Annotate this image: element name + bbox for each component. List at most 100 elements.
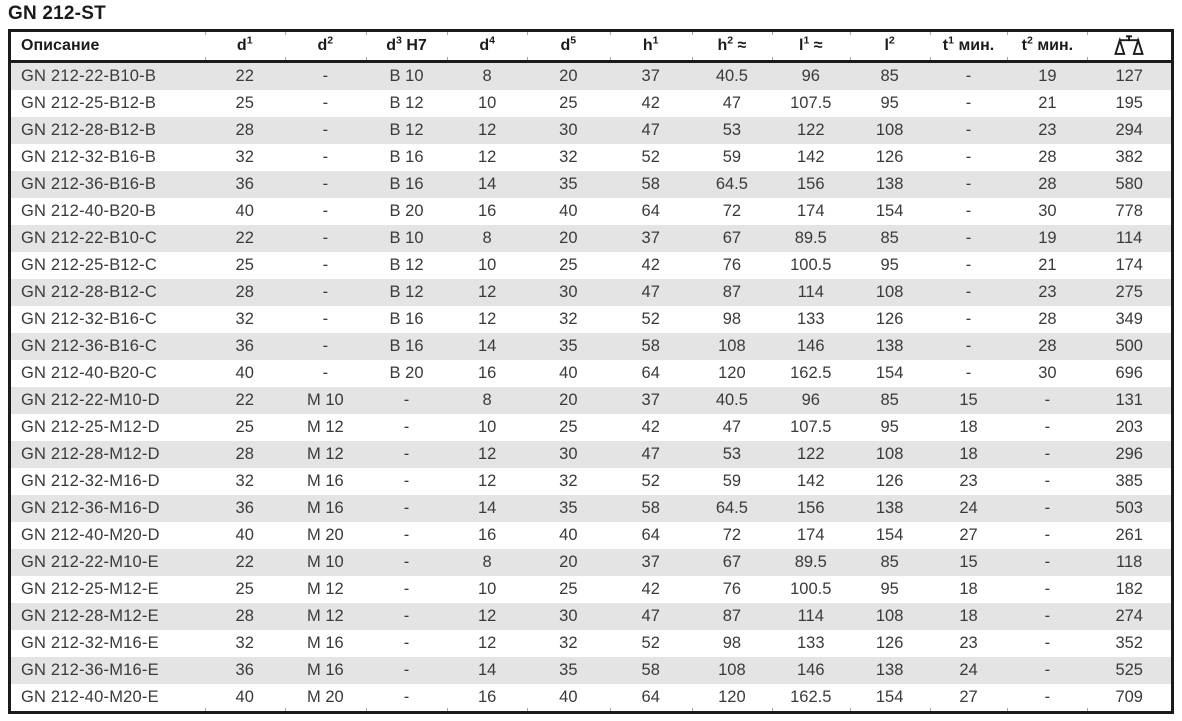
cell-h2: 67 (722, 553, 742, 571)
cell-d2: - (322, 67, 329, 85)
cell-t2: - (1044, 661, 1051, 679)
cell-t1: - (965, 229, 972, 247)
cell-l1: 114 (797, 607, 824, 625)
cell-h1: 64 (609, 684, 692, 711)
cell-description: GN 212-25-B12-B (21, 94, 157, 112)
cell-d1: 36 (235, 175, 254, 193)
cell-weight: 352 (1115, 634, 1143, 652)
cell-weight: 127 (1115, 67, 1143, 85)
cell-description: GN 212-36-B16-B (21, 175, 157, 193)
cell-d4: 8 (482, 67, 492, 85)
cell-d4: 14 (477, 499, 497, 517)
cell-d1: 25 (235, 580, 254, 598)
cell-l2: 108 (875, 283, 904, 301)
cell-d1: 36 (235, 499, 254, 517)
column-header-t1: t1 мин. (929, 32, 1008, 63)
cell-d1: 22 (235, 391, 254, 409)
cell-t1: 27 (959, 526, 978, 544)
cell-l2: 95 (880, 94, 899, 112)
cell-description: GN 212-28-M12-E (21, 607, 159, 625)
cell-description: GN 212-40-M20-D (21, 526, 160, 544)
cell-d1: 28 (235, 445, 254, 463)
cell-h1: 58 (641, 499, 660, 517)
cell-t2: - (1044, 445, 1051, 463)
cell-l1: 133 (797, 634, 825, 652)
cell-description: GN 212-22-B10-B (21, 67, 157, 85)
cell-d4: 14 (477, 337, 497, 355)
cell-d5: 30 (559, 607, 578, 625)
cell-t2: 28 (1038, 148, 1057, 166)
cell-description: GN 212-40-B20-B (21, 202, 157, 220)
cell-h2: 120 (718, 364, 746, 382)
cell-d2: - (322, 310, 329, 328)
cell-d4: 8 (482, 229, 492, 247)
column-header-d4: d4 (447, 32, 528, 63)
cell-d3: - (403, 661, 410, 679)
cell-h1: 47 (641, 283, 660, 301)
column-header-h1: h1 (609, 32, 692, 63)
column-header-d2: d2 (284, 32, 366, 63)
cell-l1: 146 (797, 661, 825, 679)
cell-h1: 37 (641, 67, 660, 85)
cell-d3: B 12 (389, 283, 424, 301)
cell-weight: 182 (1115, 580, 1143, 598)
cell-d2: - (322, 121, 329, 139)
cell-h1: 58 (641, 661, 660, 679)
cell-description: GN 212-22-M10-D (21, 391, 160, 409)
table-row: GN 212-32-M16-D 32 M 16 - 12 32 52 59 142 126 23 - 3… (11, 468, 1171, 495)
cell-weight: 349 (1115, 310, 1143, 328)
cell-d3: B 10 (389, 67, 424, 85)
cell-weight: 385 (1115, 472, 1143, 490)
cell-t1: - (965, 310, 972, 328)
cell-d5: 20 (559, 67, 578, 85)
cell-d1: 28 (235, 607, 254, 625)
cell-t2: - (1044, 580, 1051, 598)
cell-d2: M 20 (307, 526, 344, 544)
cell-d5: 35 (559, 175, 578, 193)
cell-d2: M 16 (307, 472, 344, 490)
cell-l2: 85 (880, 67, 899, 85)
cell-d4: 10 (477, 94, 497, 112)
cell-weight: 709 (1087, 684, 1171, 711)
cell-t2: - (1044, 526, 1051, 544)
cell-d3: - (403, 580, 410, 598)
cell-d5: 20 (559, 391, 578, 409)
column-header-l1: l1 ≈ (771, 32, 850, 63)
table-row: GN 212-36-B16-B 36 - B 16 14 35 58 64.5 156 138 - 2… (11, 171, 1171, 198)
cell-h2: 76 (722, 580, 742, 598)
cell-l2: 126 (875, 472, 904, 490)
cell-h2: 47 (722, 94, 742, 112)
cell-t2: 28 (1038, 175, 1057, 193)
cell-t1: - (965, 283, 972, 301)
table-row: GN 212-32-B16-C 32 - B 16 12 32 52 98 133 126 - 28 3… (11, 306, 1171, 333)
cell-d1: 36 (235, 337, 254, 355)
cell-weight: 274 (1115, 607, 1143, 625)
cell-d1: 40 (235, 202, 254, 220)
cell-d5: 40 (527, 684, 609, 711)
column-header-d3: d3 H7 (365, 32, 448, 63)
cell-h1: 64 (641, 364, 660, 382)
cell-d4: 12 (477, 121, 497, 139)
cell-d2: M 12 (307, 580, 344, 598)
cell-d1: 22 (235, 67, 254, 85)
cell-d5: 20 (559, 553, 578, 571)
cell-weight: 275 (1115, 283, 1143, 301)
cell-d3: - (365, 684, 447, 711)
cell-h1: 37 (641, 391, 660, 409)
cell-h1: 37 (641, 229, 660, 247)
table-row: GN 212-32-M16-E 32 M 16 - 12 32 52 98 133 126 23 - 3… (11, 630, 1171, 657)
cell-d4: 12 (477, 634, 497, 652)
cell-d1: 32 (235, 634, 254, 652)
cell-d2: - (322, 202, 329, 220)
cell-d5: 30 (559, 283, 578, 301)
cell-description: GN 212-28-B12-B (21, 121, 157, 139)
cell-t2: 21 (1038, 256, 1057, 274)
cell-l1: 156 (797, 499, 825, 517)
cell-l2: 95 (880, 418, 899, 436)
cell-h2: 64.5 (715, 175, 748, 193)
cell-weight: 500 (1115, 337, 1143, 355)
cell-d4: 8 (482, 553, 492, 571)
cell-t1: 18 (959, 418, 978, 436)
cell-description: GN 212-32-B16-B (21, 148, 157, 166)
